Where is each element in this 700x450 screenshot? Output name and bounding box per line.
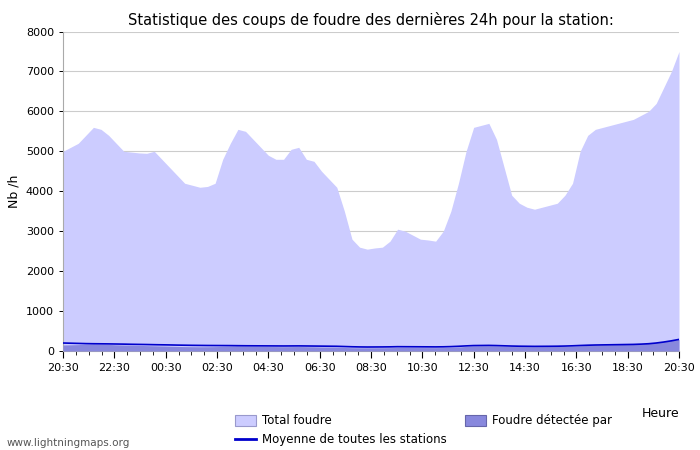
Legend: Total foudre, Moyenne de toutes les stations, Foudre détectée par: Total foudre, Moyenne de toutes les stat… xyxy=(235,414,612,446)
Y-axis label: Nb /h: Nb /h xyxy=(7,175,20,208)
Text: www.lightningmaps.org: www.lightningmaps.org xyxy=(7,438,130,448)
Text: Heure: Heure xyxy=(641,407,679,420)
Title: Statistique des coups de foudre des dernières 24h pour la station:: Statistique des coups de foudre des dern… xyxy=(128,12,614,27)
